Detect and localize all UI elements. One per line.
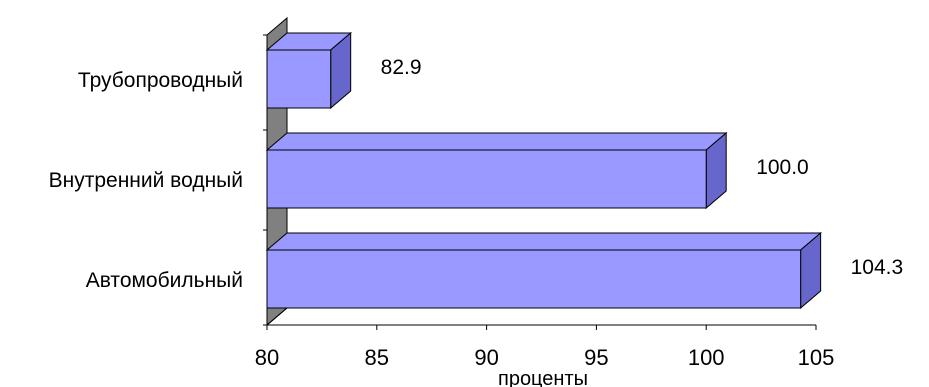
floor-edge-line xyxy=(266,307,288,326)
bar-top-face xyxy=(265,232,822,251)
x-tick-label: 80 xyxy=(255,345,279,370)
category-label: Автомобильный xyxy=(86,269,243,292)
category-label: Трубопроводный xyxy=(78,69,243,92)
value-label: 82.9 xyxy=(381,56,422,79)
bar-front-face xyxy=(266,49,332,109)
bar-1 xyxy=(265,31,353,110)
category-label: Внутренний водный xyxy=(49,169,243,192)
x-tick-label: 100 xyxy=(688,345,725,370)
x-axis-title: проценты xyxy=(498,368,588,387)
bar-top-face xyxy=(265,132,728,151)
x-tick-label: 85 xyxy=(365,345,389,370)
x-tick-label: 105 xyxy=(798,345,835,370)
bar-front-face xyxy=(266,149,707,209)
bar-3 xyxy=(265,231,822,310)
bar-front-face xyxy=(266,249,802,309)
value-label: 100.0 xyxy=(756,156,809,179)
x-tick-label: 90 xyxy=(474,345,498,370)
value-label: 104.3 xyxy=(851,256,904,279)
bar-2 xyxy=(265,131,728,210)
x-tick-label: 95 xyxy=(584,345,608,370)
